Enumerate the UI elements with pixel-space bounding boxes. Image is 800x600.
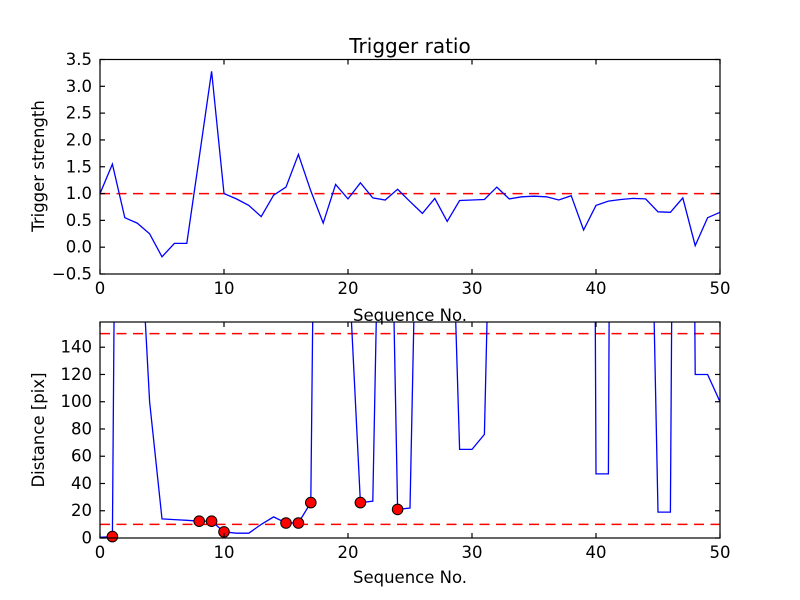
x-tick-label: 0 (95, 279, 106, 298)
x-tick-label: 30 (462, 543, 483, 562)
y-tick-label: 2.5 (66, 104, 92, 123)
axes-spines (99, 58, 721, 275)
highlight-markers (305, 496, 317, 509)
highlight-markers (280, 517, 292, 529)
highlight-markers (354, 496, 367, 509)
top-x-axis-label: Sequence No. (353, 306, 467, 325)
y-tick-label: 0.5 (66, 211, 92, 230)
y-tick-label: 3.5 (66, 50, 92, 69)
x-tick-label: 40 (586, 543, 607, 562)
x-tick-label: 20 (338, 543, 359, 562)
y-tick-label: 0 (82, 529, 93, 548)
distance-line (100, 322, 720, 538)
axes-spines (99, 321, 721, 539)
y-tick-label: 20 (71, 501, 92, 520)
y-tick-label: 2.0 (66, 130, 92, 149)
trigger-strength-line (100, 71, 720, 258)
y-tick-label: 3.0 (66, 77, 92, 96)
y-tick-label: 1.5 (66, 157, 92, 176)
top-chart-title: Trigger ratio (348, 34, 470, 58)
bottom-x-axis-label: Sequence No. (353, 568, 467, 587)
y-tick-label: 60 (71, 447, 92, 466)
highlight-markers (292, 517, 305, 529)
x-tick-label: 10 (214, 543, 235, 562)
distance-axes: 0 10 20 30 40 50 0 20 40 60 80 100 120 140 (61, 321, 731, 562)
highlight-markers (205, 515, 218, 528)
trigger-ratio-axes: 0 10 20 30 40 50 −0.5 0.0 0.5 1.0 1.5 2.0 2.5 3.0 3.5 (52, 50, 731, 298)
x-tick-label: 50 (710, 279, 731, 298)
x-tick-label: 40 (586, 279, 607, 298)
top-y-axis-label: Trigger strength (29, 100, 48, 233)
x-tick-label: 0 (95, 543, 106, 562)
x-tick-label: 30 (462, 279, 483, 298)
y-tick-label: 1.0 (66, 184, 92, 203)
x-tick-label: 50 (710, 543, 731, 562)
y-tick-label: 120 (61, 365, 93, 384)
highlight-markers (106, 530, 119, 543)
x-tick-label: 20 (338, 279, 359, 298)
y-tick-label: 40 (71, 474, 92, 493)
x-tick-label: 10 (214, 279, 235, 298)
highlight-markers (193, 515, 205, 528)
y-tick-label: −0.5 (52, 265, 92, 284)
y-tick-label: 80 (71, 419, 92, 438)
highlight-markers (391, 503, 404, 516)
y-tick-label: 140 (61, 338, 93, 357)
y-tick-label: 0.0 (66, 238, 92, 257)
y-tick-label: 100 (61, 392, 93, 411)
bottom-y-axis-label: Distance [pix] (29, 372, 48, 487)
